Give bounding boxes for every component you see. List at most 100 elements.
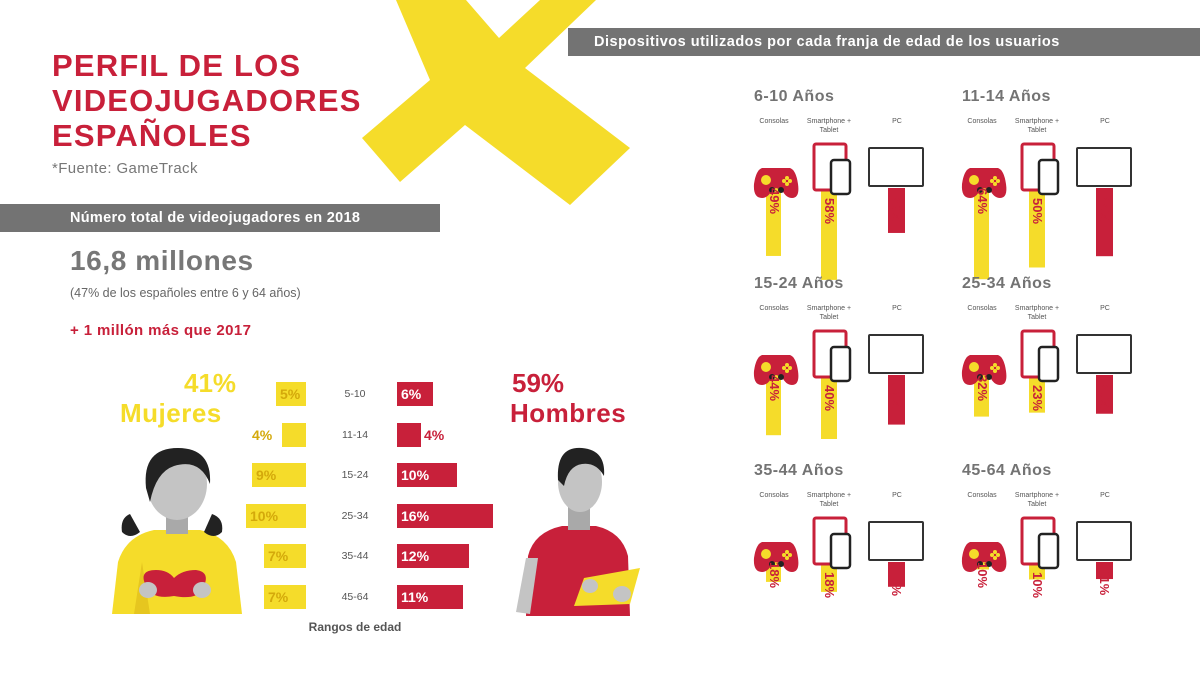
pc-bar [888, 375, 905, 425]
device-panel: 15-24 Años Consolas Smartphone + Tablet PC 4… [753, 275, 954, 455]
title-line-3: ESPAÑOLES [52, 118, 252, 153]
pc-label: PC [1100, 492, 1110, 499]
age-group-title: 6-10 Años [754, 88, 835, 105]
device-icons-graphic [753, 142, 924, 280]
consoles-label: Consolas [759, 492, 789, 499]
women-bar-label: 10% [250, 507, 279, 524]
pc-bar [1096, 188, 1113, 257]
pc-percent: 25% [1097, 383, 1112, 410]
device-panel: 45-64 Años Consolas Smartphone + Tablet PC 1… [961, 462, 1162, 642]
smartphone-bar [821, 377, 837, 439]
smartphone-bar [1029, 190, 1045, 268]
gamepad-icon [753, 542, 799, 572]
consoles-percent: 32% [975, 375, 990, 402]
tablet-phone-icon [1020, 516, 1060, 570]
pc-label: PC [892, 492, 902, 499]
consoles-percent: 44% [767, 375, 782, 402]
consoles-percent: 10% [975, 562, 990, 589]
age-group-title: 11-14 Años [962, 88, 1051, 105]
smartphone-percent: 10% [1030, 572, 1045, 599]
tablet-phone-icon [812, 142, 852, 196]
devices-band: Dispositivos utilizados por cada franja … [568, 28, 1200, 56]
men-bar [397, 544, 469, 568]
pc-label: PC [1100, 305, 1110, 312]
smartphone-percent: 23% [1030, 385, 1045, 412]
age-range-label: 15-24 [341, 469, 369, 481]
men-percentage: 59% [512, 368, 565, 398]
men-bar-label: 11% [401, 588, 429, 605]
age-range-label: 11-14 [341, 428, 369, 441]
pc-percent: 29% [889, 196, 904, 223]
gamepad-icon [961, 542, 1007, 572]
women-bar [276, 382, 306, 406]
pc-label: PC [1100, 118, 1110, 125]
age-group-title: 35-44 Años [754, 462, 844, 479]
men-bar [397, 503, 493, 528]
gamepad-icon [961, 168, 1007, 198]
men-bar [397, 422, 421, 447]
smartphone-tablet-label: Smartphone + Tablet [1014, 305, 1060, 321]
pc-percent: 32% [889, 383, 904, 410]
consoles-bar [766, 180, 781, 256]
gamepad-icon [961, 355, 1007, 385]
consoles-label: Consolas [759, 118, 789, 125]
device-icons-graphic [961, 329, 1132, 417]
smartphone-bar [821, 564, 837, 592]
smartphone-percent: 18% [822, 572, 837, 599]
monitor-icon [1076, 147, 1132, 187]
men-bar [397, 382, 433, 406]
consoles-label: Consolas [967, 492, 997, 499]
smartphone-bar [1029, 377, 1045, 413]
men-label: Hombres [510, 398, 627, 428]
man-gamer-illustration [516, 447, 640, 616]
smartphone-percent: 58% [822, 198, 837, 225]
total-players-note: (47% de los españoles entre 6 y 64 años) [70, 286, 301, 300]
consoles-bar [766, 367, 781, 436]
pc-bar [1096, 562, 1113, 580]
pc-bar [1096, 375, 1113, 414]
device-panel: 6-10 Años Consolas Smartphone + Tablet PC 49… [753, 88, 954, 280]
monitor-icon [1076, 334, 1132, 374]
women-bar [264, 544, 306, 568]
age-range-label: 35-44 [341, 550, 369, 562]
age-group-title: 45-64 Años [962, 462, 1052, 479]
pc-percent: 44% [1097, 196, 1112, 223]
consoles-label: Consolas [967, 118, 997, 125]
woman-gamer-illustration [112, 448, 242, 614]
pc-percent: 16% [889, 570, 904, 597]
women-bar-label: 7% [268, 588, 289, 605]
smartphone-tablet-label: Smartphone + Tablet [1014, 118, 1060, 134]
consoles-bar [974, 180, 989, 280]
age-range-label: 5-10 [344, 388, 366, 400]
women-bar-label: 5% [280, 386, 301, 402]
monitor-icon [868, 147, 924, 187]
age-range-label: 25-34 [341, 509, 369, 522]
smartphone-percent: 40% [822, 385, 837, 412]
tablet-phone-icon [812, 516, 852, 570]
smartphone-tablet-label: Smartphone + Tablet [806, 305, 852, 321]
women-bar-label: 4% [252, 426, 273, 443]
source-note: *Fuente: GameTrack [52, 160, 198, 177]
total-players-value: 16,8 millones [70, 245, 254, 276]
consoles-percent: 49% [767, 188, 782, 215]
pc-bar [888, 562, 905, 587]
women-bar-label: 7% [268, 548, 289, 564]
monitor-icon [868, 334, 924, 374]
page-title: PERFIL DE LOS VIDEOJUGADORES ESPAÑOLES [52, 48, 412, 153]
smartphone-percent: 50% [1030, 198, 1045, 225]
men-bar-label: 10% [401, 467, 430, 483]
device-icons-graphic [753, 329, 924, 439]
gamepad-icon [753, 168, 799, 198]
device-icons-graphic [961, 142, 1132, 280]
title-line-1: PERFIL DE LOS [52, 48, 302, 83]
pc-bar [888, 188, 905, 233]
tablet-phone-icon [812, 329, 852, 383]
women-bar [282, 422, 306, 447]
women-bar-label: 9% [256, 467, 277, 483]
women-percentage: 41% [184, 368, 237, 398]
women-bar [264, 584, 306, 609]
increase-note: + 1 millón más que 2017 [70, 322, 252, 339]
age-group-title: 15-24 Años [754, 275, 844, 292]
tablet-phone-icon [1020, 329, 1060, 383]
smartphone-tablet-label: Smartphone + Tablet [806, 118, 852, 134]
